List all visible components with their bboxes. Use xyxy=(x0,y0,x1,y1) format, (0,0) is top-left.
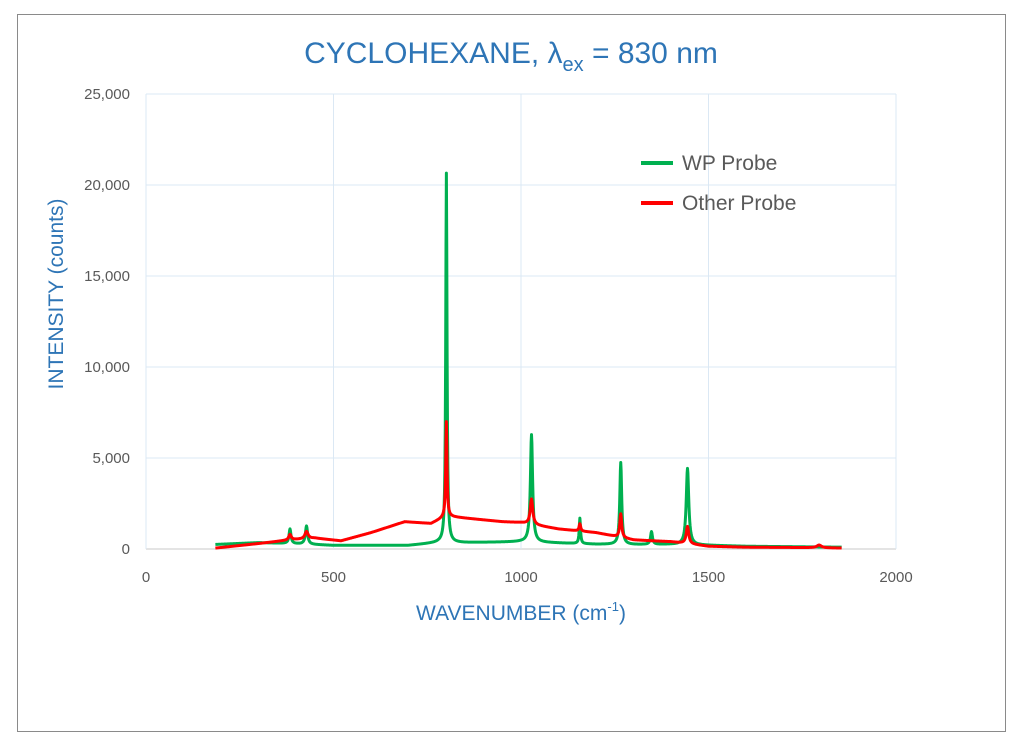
y-tick-label: 0 xyxy=(122,541,130,558)
y-tick-label: 10,000 xyxy=(84,359,130,376)
x-tick-label: 500 xyxy=(321,569,346,586)
chart-title-subscript: ex xyxy=(563,54,584,76)
legend: WP Probe Other Probe xyxy=(641,152,796,215)
x-tick-labels: 0 500 1000 1500 2000 xyxy=(142,569,913,586)
chart-title-suffix: = 830 nm xyxy=(584,37,718,70)
chart-title: CYCLOHEXANE, λex = 830 nm xyxy=(304,37,718,76)
data-series xyxy=(214,171,843,550)
chart-title-lambda: λ xyxy=(548,37,563,70)
y-tick-labels: 0 5,000 10,000 15,000 20,000 25,000 xyxy=(84,86,130,558)
x-axis-label: WAVENUMBER (cm-1) xyxy=(416,599,626,625)
y-axis-label: INTENSITY (counts) xyxy=(45,199,68,390)
legend-label-other-probe: Other Probe xyxy=(682,192,796,215)
x-tick-label: 2000 xyxy=(879,569,912,586)
chart-title-prefix: CYCLOHEXANE, xyxy=(304,37,547,70)
x-axis-label-superscript: -1 xyxy=(607,599,619,614)
x-axis-label-close: ) xyxy=(619,602,626,625)
y-tick-label: 15,000 xyxy=(84,268,130,285)
raman-spectrum-chart: CYCLOHEXANE, λex = 830 nm 0 5,000 10,000 15… xyxy=(45,37,913,625)
gridlines xyxy=(145,93,897,550)
x-tick-label: 1000 xyxy=(504,569,537,586)
x-tick-label: 1500 xyxy=(692,569,725,586)
legend-label-wp-probe: WP Probe xyxy=(682,152,777,175)
x-axis-label-main: WAVENUMBER (cm xyxy=(416,602,607,625)
x-tick-label: 0 xyxy=(142,569,150,586)
series-line-other-probe xyxy=(214,420,843,550)
y-tick-label: 5,000 xyxy=(92,450,130,467)
chart-frame: CYCLOHEXANE, λex = 830 nm 0 5,000 10,000 15… xyxy=(17,14,1006,732)
y-tick-label: 20,000 xyxy=(84,177,130,194)
y-tick-label: 25,000 xyxy=(84,86,130,103)
series-line-wp-probe xyxy=(214,171,843,549)
